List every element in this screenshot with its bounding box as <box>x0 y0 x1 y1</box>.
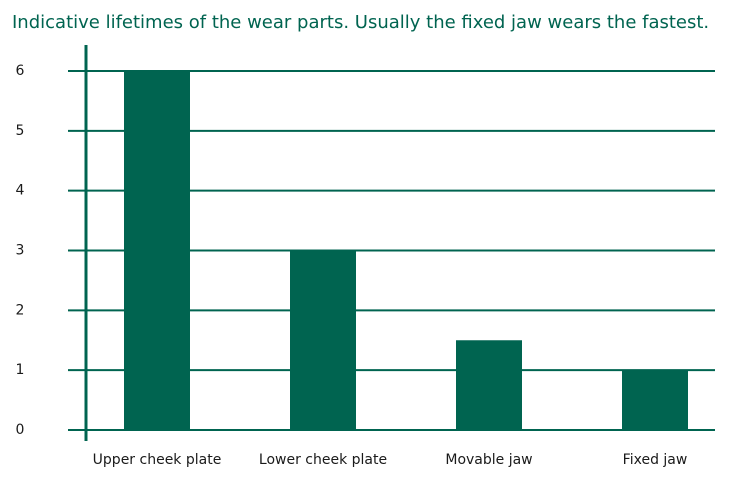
y-tick-label: 6 <box>16 63 25 79</box>
bar <box>456 340 522 430</box>
x-tick-label: Lower cheek plate <box>259 452 387 468</box>
bar <box>622 370 688 430</box>
x-tick-label: Movable jaw <box>445 452 532 468</box>
x-tick-label: Fixed jaw <box>623 452 688 468</box>
chart-title: Indicative lifetimes of the wear parts. … <box>12 12 709 33</box>
y-tick-label: 2 <box>16 302 25 318</box>
x-tick-label: Upper cheek plate <box>93 452 222 468</box>
y-tick-label: 4 <box>16 183 25 199</box>
bar <box>124 71 190 430</box>
y-tick-label: 5 <box>16 123 25 139</box>
y-tick-label: 1 <box>16 362 25 378</box>
y-tick-label: 0 <box>16 422 25 438</box>
y-tick-label: 3 <box>16 243 25 259</box>
bar <box>290 250 356 430</box>
